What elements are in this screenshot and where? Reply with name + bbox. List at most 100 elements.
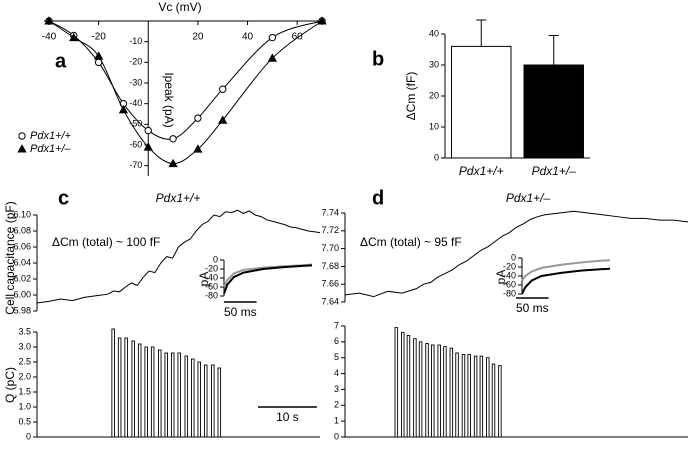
- y-tick-label: 5: [334, 352, 339, 362]
- panel-letter: b: [372, 48, 384, 70]
- pulse: [170, 352, 175, 438]
- pulse: [443, 346, 447, 438]
- panel-letter: a: [55, 50, 67, 72]
- y-tick-label: -40: [129, 98, 142, 108]
- panel-title: Pdx1+/+: [156, 191, 201, 205]
- point: [268, 33, 277, 42]
- pulse: [191, 358, 195, 438]
- trace: [36, 209, 321, 304]
- y-tick-label: -70: [129, 160, 142, 170]
- y-tick-label: 0: [213, 254, 218, 264]
- y-tick-label: 6: [334, 336, 339, 346]
- y-tick-label: 2.5: [18, 356, 31, 366]
- y-tick-label: 0: [434, 152, 439, 162]
- pulse: [184, 355, 189, 438]
- legend-marker: [18, 132, 26, 140]
- y-tick-label: 1.5: [18, 386, 31, 396]
- x-tick-label: 20: [192, 32, 204, 43]
- pulse: [449, 347, 454, 438]
- fit-curve: [48, 20, 323, 165]
- point: [317, 16, 327, 25]
- point: [193, 144, 203, 153]
- point: [93, 51, 104, 60]
- y-tick-label: 2: [334, 400, 339, 410]
- y-tick-label: 3.0: [18, 341, 31, 351]
- point: [168, 158, 178, 168]
- y-tick-label: 10: [429, 121, 439, 131]
- pulse: [486, 357, 490, 438]
- y-tick-label: 0: [26, 431, 31, 441]
- y-tick-label: 6.02: [13, 273, 31, 283]
- point: [143, 142, 153, 151]
- y-tick-label: 40: [429, 28, 439, 38]
- y-tick-label: -40: [205, 272, 218, 282]
- pulse: [217, 367, 222, 438]
- panel-letter: d: [372, 187, 384, 209]
- y-tick-label: 4: [334, 368, 339, 378]
- y-tick-label: -40: [503, 270, 516, 280]
- pulse: [150, 346, 155, 438]
- point: [69, 32, 79, 42]
- pulse: [158, 349, 162, 438]
- y-axis-label: pA: [197, 272, 211, 287]
- scale-bar-label: 50 ms: [224, 305, 257, 319]
- y-tick-label: 7.68: [321, 261, 339, 271]
- pulse: [479, 355, 484, 438]
- point: [218, 115, 228, 124]
- y-axis-label: ΔCm (fF): [404, 72, 418, 121]
- pulse: [425, 342, 429, 438]
- y-axis-label: pA: [494, 270, 508, 285]
- trace: [521, 267, 611, 295]
- legend-label: Pdx1+/+: [30, 130, 72, 142]
- fit-curve: [48, 20, 323, 140]
- legend-marker: [17, 144, 27, 153]
- y-tick-label: 7: [334, 320, 339, 330]
- annotation: ΔCm (total) ~ 100 fF: [52, 235, 160, 249]
- y-tick-label: 6.04: [13, 257, 31, 267]
- pulse: [137, 343, 142, 438]
- y-tick-label: -20: [205, 263, 218, 273]
- y-tick-label: -80: [205, 290, 218, 300]
- trace: [223, 264, 313, 295]
- y-tick-label: 7.74: [321, 207, 339, 217]
- y-tick-label: 6.06: [13, 241, 31, 251]
- x-tick-label: 40: [242, 32, 254, 43]
- bar: [523, 64, 584, 159]
- pulse: [406, 335, 411, 438]
- y-tick-label: 7.70: [321, 243, 339, 253]
- pulse: [418, 341, 423, 438]
- trace: [521, 259, 611, 282]
- pulse: [461, 354, 466, 438]
- pulse: [401, 331, 405, 438]
- error-bar: [548, 35, 559, 65]
- y-tick-label: 7.66: [321, 279, 339, 289]
- y-tick-label: 6.08: [13, 225, 31, 235]
- y-tick-label: -50: [129, 119, 142, 129]
- y-tick-label: -20: [129, 57, 142, 67]
- y-axis-label: Cell capacitance (pF): [3, 201, 17, 314]
- pulse: [203, 364, 208, 438]
- y-tick-label: -60: [129, 139, 142, 149]
- pulse: [117, 337, 122, 438]
- y-tick-label: 5.98: [13, 305, 31, 315]
- pulse: [144, 346, 148, 438]
- y-tick-label: 7.64: [321, 296, 339, 306]
- y-tick-label: -10: [129, 36, 142, 46]
- y-axis-label: Q (pC): [3, 367, 17, 403]
- point: [267, 53, 278, 62]
- pulse: [437, 344, 441, 438]
- y-tick-label: 6.00: [13, 289, 31, 299]
- pulse: [164, 352, 168, 438]
- pulse: [491, 363, 496, 438]
- x-axis-label: Vc (mV): [158, 0, 201, 14]
- y-tick-label: 0: [511, 252, 516, 262]
- panel-letter: c: [58, 187, 69, 209]
- pulse: [124, 337, 128, 438]
- y-tick-label: 1: [334, 416, 339, 426]
- x-tick-label: Pdx1+/+: [459, 164, 504, 178]
- y-tick-label: 3.5: [18, 326, 31, 336]
- pulse: [498, 365, 502, 438]
- bar: [451, 45, 512, 159]
